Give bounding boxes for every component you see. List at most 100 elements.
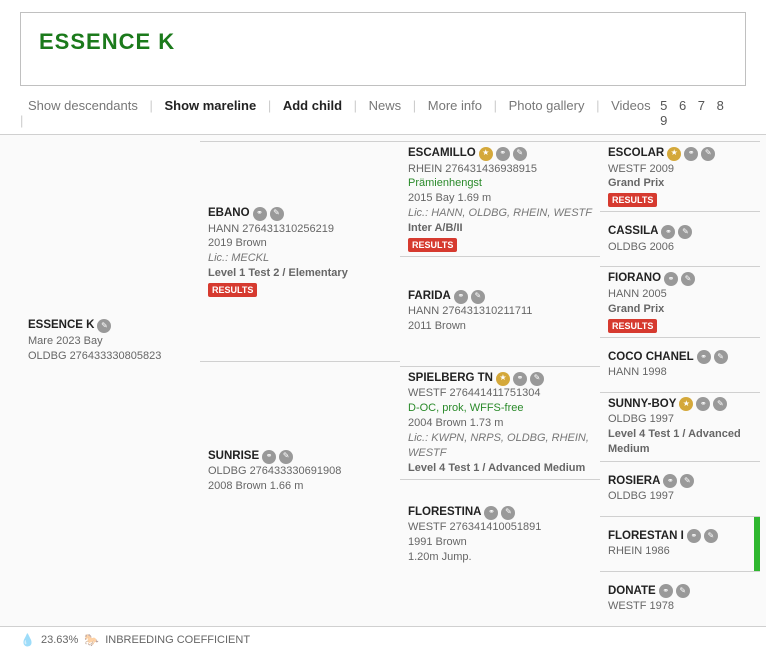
tree-icon[interactable]: ⚭ <box>697 350 711 364</box>
tree-icon[interactable]: ⚭ <box>496 147 510 161</box>
edit-icon[interactable]: ✎ <box>714 350 728 364</box>
horse-name[interactable]: ESSENCE K <box>28 318 94 334</box>
horse-name[interactable]: FLORESTINA <box>408 505 481 521</box>
edit-icon[interactable]: ✎ <box>513 147 527 161</box>
pedigree-cell: SUNRISE ⚭✎OLDBG 2764333306919082008 Brow… <box>200 361 400 581</box>
award-icon: ★ <box>679 397 693 411</box>
edit-icon[interactable]: ✎ <box>678 225 692 239</box>
horse-name[interactable]: ESCOLAR <box>608 146 664 162</box>
tree-icon[interactable]: ⚭ <box>513 372 527 386</box>
horse-name[interactable]: EBANO <box>208 206 250 222</box>
tree-icon[interactable]: ⚭ <box>663 474 677 488</box>
horse-level: Level 4 Test 1 / Advanced Medium <box>608 427 754 457</box>
results-badge[interactable]: RESULTS <box>408 238 457 252</box>
pedigree-cell: COCO CHANEL ⚭✎HANN 1998 <box>600 337 760 392</box>
results-badge[interactable]: RESULTS <box>208 283 257 297</box>
pedigree-cell: CASSILA ⚭✎OLDBG 2006 <box>600 211 760 266</box>
horse-reg: WESTF 276341410051891 <box>408 520 594 535</box>
tab-more-info[interactable]: More info <box>420 98 490 113</box>
tab-separator: | <box>264 98 275 113</box>
horse-reg: HANN 276431310256219 <box>208 222 394 237</box>
horse-born: 2004 Brown 1.73 m <box>408 416 594 431</box>
horse-name[interactable]: FLORESTAN I <box>608 529 684 545</box>
horse-level: Level 1 Test 2 / Elementary <box>208 266 394 281</box>
horse-name[interactable]: ROSIERA <box>608 474 660 490</box>
tree-icon[interactable]: ⚭ <box>253 207 267 221</box>
pedigree-cell: FIORANO ⚭✎HANN 2005Grand PrixRESULTS <box>600 266 760 336</box>
horse-info: OLDBG 276433330805823 <box>28 349 194 364</box>
tree-icon[interactable]: ⚭ <box>661 225 675 239</box>
tree-icon[interactable]: ⚭ <box>262 450 276 464</box>
horse-icon: 🐎 <box>84 633 99 647</box>
edit-icon[interactable]: ✎ <box>680 474 694 488</box>
tree-icon[interactable]: ⚭ <box>684 147 698 161</box>
horse-born: 2015 Bay 1.69 m <box>408 191 594 206</box>
tree-icon[interactable]: ⚭ <box>484 506 498 520</box>
pedigree-chart: ESSENCE K ✎Mare 2023 BayOLDBG 2764333308… <box>0 135 766 626</box>
tree-icon[interactable]: ⚭ <box>454 290 468 304</box>
tree-icon[interactable]: ⚭ <box>687 529 701 543</box>
horse-reg: OLDBG 276433330691908 <box>208 464 394 479</box>
tab-show-mareline[interactable]: Show mareline <box>156 98 264 113</box>
edit-icon[interactable]: ✎ <box>501 506 515 520</box>
horse-name[interactable]: SPIELBERG TN <box>408 371 493 387</box>
horse-license: Lic.: KWPN, NRPS, OLDBG, RHEIN, WESTF <box>408 431 594 461</box>
horse-born: 2011 Brown <box>408 319 594 334</box>
edit-icon[interactable]: ✎ <box>701 147 715 161</box>
horse-name[interactable]: FARIDA <box>408 289 451 305</box>
pedigree-cell: ROSIERA ⚭✎OLDBG 1997 <box>600 461 760 516</box>
edit-icon[interactable]: ✎ <box>279 450 293 464</box>
horse-reg: WESTF 1978 <box>608 599 754 614</box>
horse-name[interactable]: SUNRISE <box>208 449 259 465</box>
pedigree-cell: FARIDA ⚭✎HANN 2764313102117112011 Brown <box>400 256 600 366</box>
tab-videos[interactable]: Videos <box>603 98 659 113</box>
tab-add-child[interactable]: Add child <box>275 98 350 113</box>
edit-icon[interactable]: ✎ <box>713 397 727 411</box>
edit-icon[interactable]: ✎ <box>471 290 485 304</box>
horse-name[interactable]: FIORANO <box>608 271 661 287</box>
pedigree-root: ESSENCE K ✎Mare 2023 BayOLDBG 2764333308… <box>20 141 200 541</box>
horse-reg: OLDBG 1997 <box>608 412 754 427</box>
pedigree-cell: FLORESTAN I ⚭✎RHEIN 1986 <box>600 516 760 571</box>
pedigree-cell: FLORESTINA ⚭✎WESTF 2763414100518911991 B… <box>400 479 600 589</box>
horse-name[interactable]: ESCAMILLO <box>408 146 476 162</box>
inbreeding-percent: 23.63% <box>41 634 78 646</box>
horse-reg: HANN 2005 <box>608 287 754 302</box>
inbreeding-footer: 💧 23.63% 🐎 INBREEDING COEFFICIENT <box>0 626 766 653</box>
horse-name[interactable]: CASSILA <box>608 224 658 240</box>
tab-news[interactable]: News <box>361 98 410 113</box>
horse-extra: 1.20m Jump. <box>408 550 594 565</box>
award-icon: ★ <box>667 147 681 161</box>
horse-reg: WESTF 276441411751304 <box>408 386 594 401</box>
horse-award: Prämienhengst <box>408 176 594 191</box>
edit-icon[interactable]: ✎ <box>97 319 111 333</box>
horse-level: Grand Prix <box>608 176 754 191</box>
tab-photo-gallery[interactable]: Photo gallery <box>501 98 593 113</box>
pedigree-cell: SPIELBERG TN ★⚭✎WESTF 276441411751304D-O… <box>400 366 600 480</box>
generation-selector[interactable]: 5 6 7 8 9 <box>660 98 746 128</box>
tree-icon[interactable]: ⚭ <box>696 397 710 411</box>
results-badge[interactable]: RESULTS <box>608 193 657 207</box>
page-title: ESSENCE K <box>39 29 727 55</box>
edit-icon[interactable]: ✎ <box>530 372 544 386</box>
edit-icon[interactable]: ✎ <box>704 529 718 543</box>
tab-show-descendants[interactable]: Show descendants <box>20 98 146 113</box>
horse-name[interactable]: COCO CHANEL <box>608 350 694 366</box>
award-icon: ★ <box>496 372 510 386</box>
horse-born: 2008 Brown 1.66 m <box>208 479 394 494</box>
horse-name[interactable]: SUNNY-BOY <box>608 397 676 413</box>
tab-separator: | <box>409 98 420 113</box>
edit-icon[interactable]: ✎ <box>676 584 690 598</box>
highlight-bar <box>754 517 760 571</box>
tree-icon[interactable]: ⚭ <box>664 272 678 286</box>
pedigree-cell: DONATE ⚭✎WESTF 1978 <box>600 571 760 626</box>
award-icon: ★ <box>479 147 493 161</box>
horse-name[interactable]: DONATE <box>608 584 656 600</box>
tab-separator: | <box>146 98 157 113</box>
tree-icon[interactable]: ⚭ <box>659 584 673 598</box>
inbreeding-label: INBREEDING COEFFICIENT <box>105 634 250 646</box>
tab-separator: | <box>350 98 361 113</box>
edit-icon[interactable]: ✎ <box>681 272 695 286</box>
edit-icon[interactable]: ✎ <box>270 207 284 221</box>
results-badge[interactable]: RESULTS <box>608 319 657 333</box>
